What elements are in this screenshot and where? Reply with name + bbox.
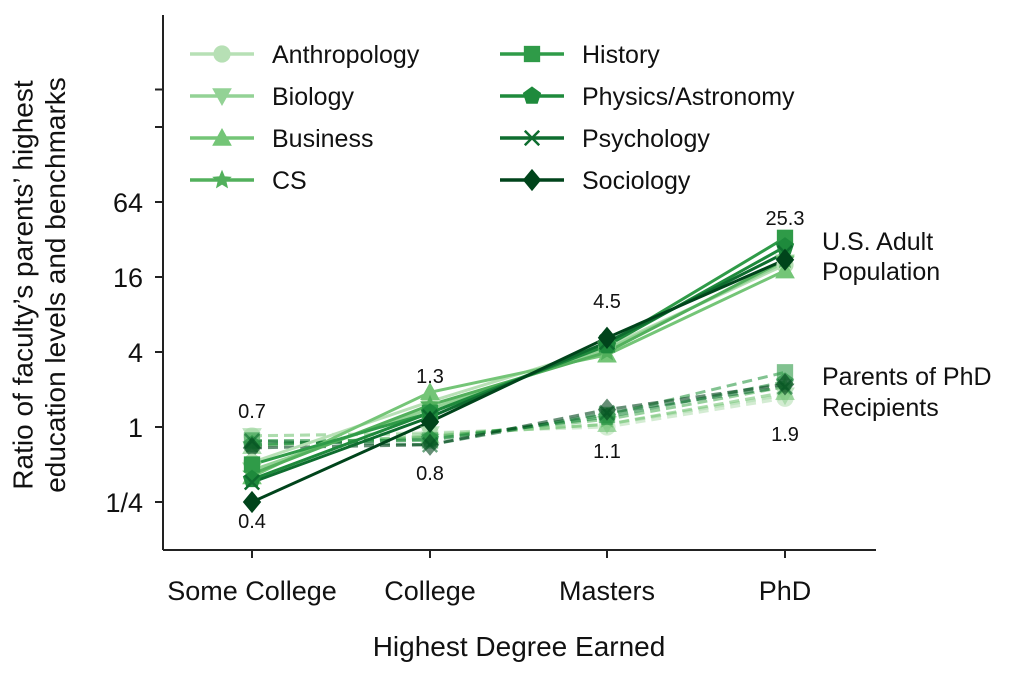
y-tick-label: 64 bbox=[113, 188, 143, 218]
y-tick-label: 1 bbox=[128, 413, 143, 443]
marker-us-adult bbox=[420, 410, 440, 433]
x-tick-label: Masters bbox=[559, 576, 655, 606]
x-tick-label: Some College bbox=[167, 576, 337, 606]
legend-marker bbox=[522, 86, 542, 104]
legend-label: Biology bbox=[272, 83, 354, 111]
legend-marker bbox=[213, 45, 231, 63]
annotation-value: 4.5 bbox=[593, 291, 621, 313]
annotation-value: 25.3 bbox=[766, 208, 805, 230]
legend-label: Psychology bbox=[582, 125, 710, 153]
series-lines bbox=[251, 236, 786, 504]
y-tick-label: 1/4 bbox=[105, 488, 143, 518]
y-tick-label: 4 bbox=[128, 338, 143, 368]
group-label: Recipients bbox=[822, 394, 939, 422]
legend-label: History bbox=[582, 41, 660, 69]
y-tick-label: 16 bbox=[113, 263, 143, 293]
axes: 1/4 1 4 16 64 Some College College Masters PhD bbox=[105, 15, 876, 606]
group-label: Parents of PhD bbox=[822, 363, 992, 391]
marker-us-adult bbox=[243, 474, 261, 491]
legend-label: CS bbox=[272, 167, 307, 195]
marker-phd-parents bbox=[775, 373, 795, 396]
legend-marker bbox=[523, 45, 541, 63]
series-line-us-adult bbox=[251, 269, 786, 478]
annotation-value: 1.1 bbox=[593, 441, 621, 463]
marker-phd-parents bbox=[420, 433, 440, 456]
group-label: Population bbox=[822, 258, 940, 286]
x-tick-label: PhD bbox=[759, 576, 812, 606]
group-label: U.S. Adult bbox=[822, 228, 933, 256]
series-line-us-adult bbox=[251, 236, 786, 466]
legend-marker bbox=[523, 129, 541, 147]
legend: Anthropology Biology Business CS History Phys… bbox=[190, 41, 795, 195]
marker-us-adult bbox=[242, 490, 262, 514]
x-axis-title: Highest Degree Earned bbox=[373, 631, 666, 662]
annotation-value: 0.4 bbox=[238, 511, 266, 533]
marker-us-adult bbox=[775, 248, 795, 271]
legend-label: Business bbox=[272, 125, 373, 153]
series-line-phd-parents bbox=[251, 396, 786, 438]
series-line-us-adult bbox=[251, 258, 786, 504]
legend-marker bbox=[212, 127, 232, 146]
annotation-value: 0.8 bbox=[416, 463, 444, 485]
x-tick-label: College bbox=[384, 576, 476, 606]
marker-phd-parents bbox=[597, 398, 617, 421]
legend-marker bbox=[212, 88, 232, 107]
annotation-value: 0.7 bbox=[238, 401, 266, 423]
annotations: 0.7 0.4 1.3 0.8 4.5 1.1 25.3 1.9 U.S. AdultPopul… bbox=[238, 208, 991, 533]
series-markers bbox=[242, 229, 795, 514]
series-line-phd-parents bbox=[251, 385, 786, 447]
annotation-value: 1.3 bbox=[416, 366, 444, 388]
legend-label: Anthropology bbox=[272, 41, 420, 69]
y-axis-title: Ratio of faculty’s parents’ highesteduca… bbox=[8, 77, 71, 493]
legend-label: Physics/Astronomy bbox=[582, 83, 795, 111]
legend-label: Sociology bbox=[582, 167, 691, 195]
legend-marker bbox=[212, 169, 232, 189]
annotation-value: 1.9 bbox=[771, 424, 799, 446]
legend-marker bbox=[522, 168, 542, 192]
marker-us-adult bbox=[597, 326, 617, 349]
